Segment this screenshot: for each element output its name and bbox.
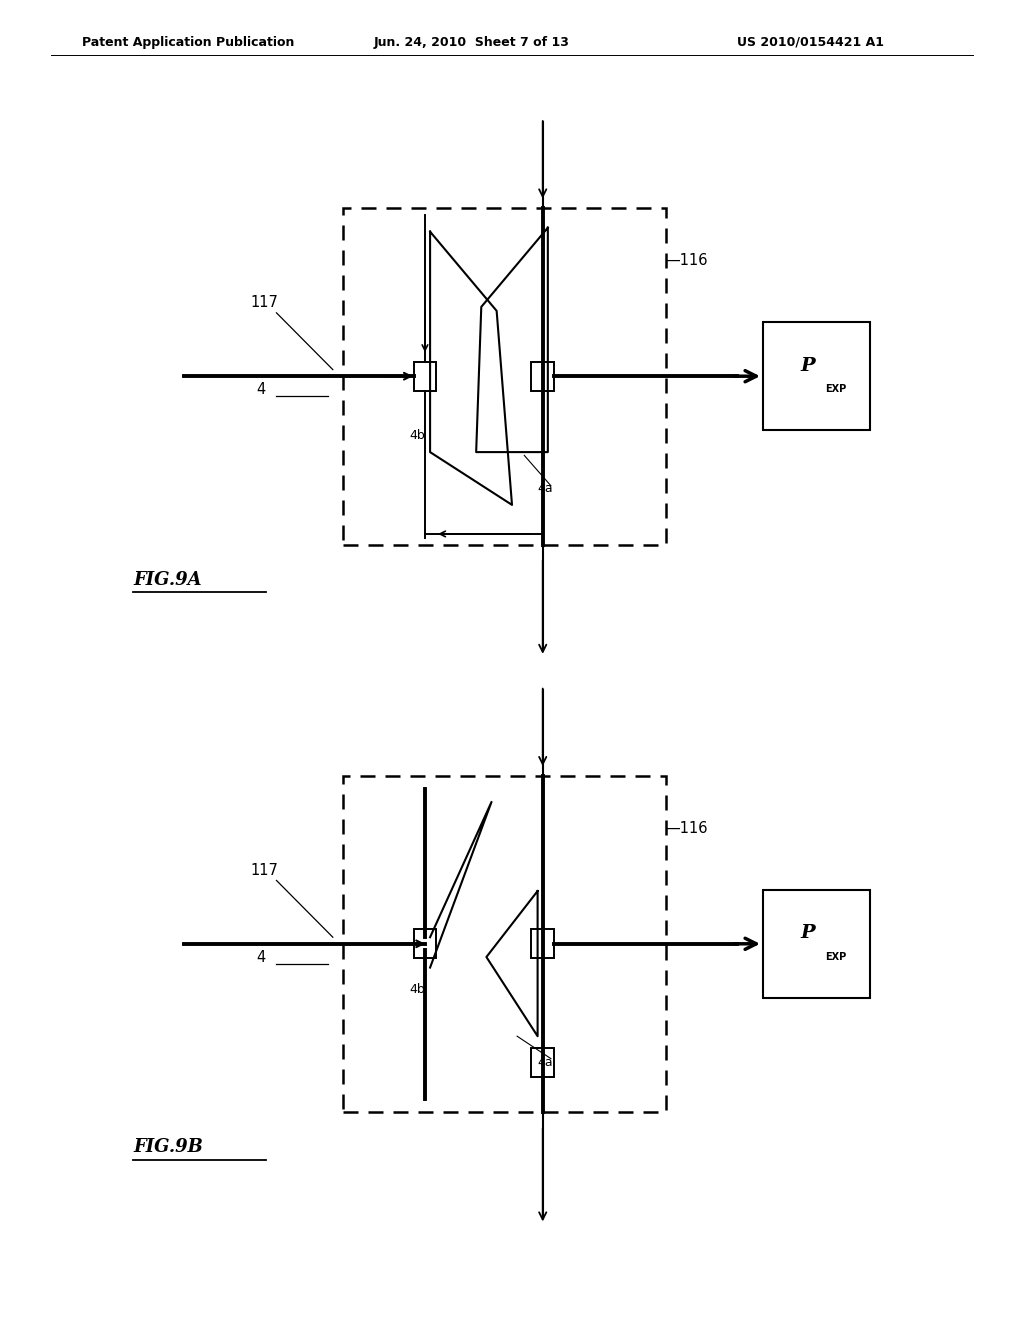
Text: 4: 4 — [256, 949, 265, 965]
Text: FIG.9A: FIG.9A — [133, 572, 202, 589]
Bar — [531, 929, 554, 958]
Text: 117: 117 — [251, 863, 279, 878]
Text: US 2010/0154421 A1: US 2010/0154421 A1 — [737, 36, 885, 49]
Bar — [531, 1048, 554, 1077]
Text: Patent Application Publication: Patent Application Publication — [82, 36, 294, 49]
Bar — [763, 322, 870, 430]
Text: Jun. 24, 2010  Sheet 7 of 13: Jun. 24, 2010 Sheet 7 of 13 — [374, 36, 569, 49]
Text: EXP: EXP — [825, 384, 847, 395]
Text: 4a: 4a — [538, 482, 553, 495]
Text: 4b: 4b — [410, 983, 425, 997]
Bar — [414, 362, 436, 391]
Text: EXP: EXP — [825, 952, 847, 962]
Bar — [414, 929, 436, 958]
Text: —116: —116 — [666, 821, 709, 836]
Text: P: P — [801, 356, 815, 375]
Text: 117: 117 — [251, 296, 279, 310]
Text: 4a: 4a — [538, 1056, 553, 1069]
Text: P: P — [801, 924, 815, 942]
Text: —116: —116 — [666, 253, 709, 268]
Text: FIG.9B: FIG.9B — [133, 1138, 203, 1156]
Text: 4: 4 — [256, 381, 265, 397]
Text: 4b: 4b — [410, 429, 425, 442]
Bar — [763, 890, 870, 998]
Bar — [531, 362, 554, 391]
